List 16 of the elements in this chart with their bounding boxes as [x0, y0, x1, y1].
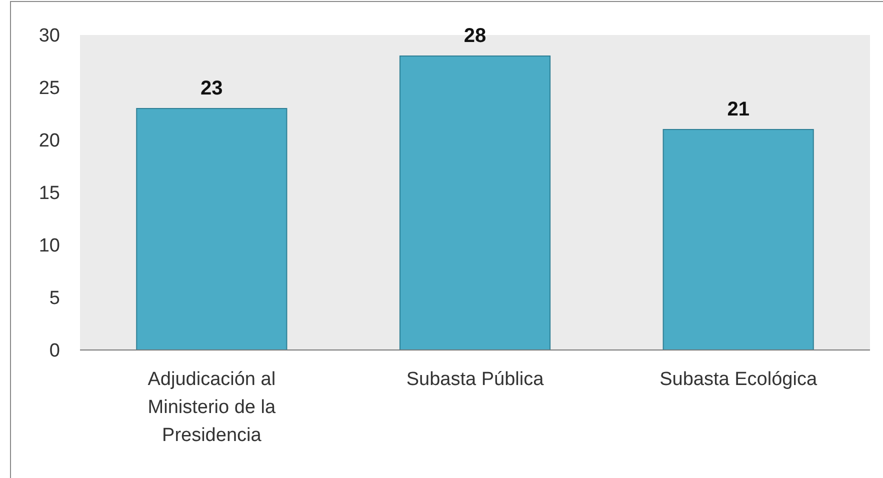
- data-label: 28: [464, 25, 486, 47]
- y-tick-label: 0: [49, 340, 60, 362]
- bar: [662, 129, 814, 350]
- y-tick-label: 15: [38, 183, 60, 204]
- y-tick-label: 20: [38, 130, 60, 152]
- y-tick-label: 5: [49, 288, 60, 310]
- data-label: 21: [727, 98, 750, 120]
- x-tick-label: Subasta Pública: [406, 369, 544, 390]
- bar: [399, 56, 551, 350]
- bar: [136, 108, 288, 350]
- y-tick-label: 25: [38, 78, 60, 100]
- x-tick-label: Adjudicación al Ministerio de la Presidencia: [148, 369, 276, 446]
- y-tick-label: 10: [38, 236, 60, 257]
- y-tick-label: 30: [38, 26, 60, 47]
- x-tick-label: Subasta Ecológica: [660, 369, 818, 390]
- data-label: 23: [200, 78, 223, 100]
